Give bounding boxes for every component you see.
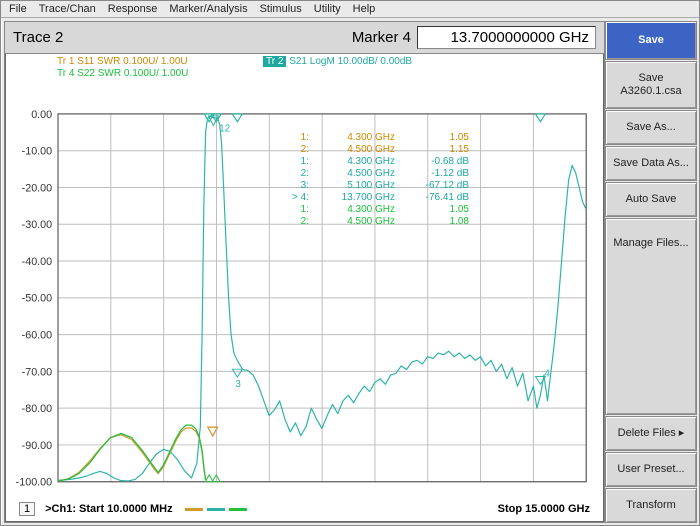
save-data-as-button[interactable]: Save Data As... <box>605 146 697 181</box>
menu-bar: File Trace/Chan Response Marker/Analysis Sti… <box>1 1 699 18</box>
svg-text:-10.00: -10.00 <box>22 146 53 158</box>
svg-text:12: 12 <box>219 124 230 135</box>
legend-tr2-badge: Tr 2 <box>263 56 286 67</box>
menu-stimulus[interactable]: Stimulus <box>260 3 302 15</box>
menu-file[interactable]: File <box>9 3 27 15</box>
legend-tr2: Tr 2 S21 LogM 10.00dB/ 0.00dB <box>263 56 412 68</box>
svg-text:0.00: 0.00 <box>31 109 52 121</box>
menu-trace-chan[interactable]: Trace/Chan <box>39 3 96 15</box>
legend-swatch <box>185 508 203 511</box>
menu-help[interactable]: Help <box>353 3 376 15</box>
svg-text:-90.00: -90.00 <box>22 440 53 452</box>
plot-panel: Trace 2 Marker 4 Tr 1 S11 SWR 0.100U/ 1.… <box>4 21 605 523</box>
legend-swatch <box>229 508 247 511</box>
marker-row: 2:4.500 GHz1.15 <box>285 144 469 156</box>
main-area: Trace 2 Marker 4 Tr 1 S11 SWR 0.100U/ 1.… <box>1 18 699 526</box>
save-as-button[interactable]: Save As... <box>605 110 697 145</box>
ch-stop-label: Stop 15.0000 GHz <box>498 503 590 515</box>
svg-text:-80.00: -80.00 <box>22 403 53 415</box>
svg-text:-30.00: -30.00 <box>22 219 53 231</box>
marker-row: 3:5.100 GHz-67.12 dB <box>285 180 469 192</box>
menu-marker-analysis[interactable]: Marker/Analysis <box>169 3 247 15</box>
delete-files-button[interactable]: Delete Files ▸ <box>605 416 697 451</box>
marker-row: 1:4.300 GHz1.05 <box>285 204 469 216</box>
marker-row: > 4:13.700 GHz-76.41 dB <box>285 192 469 204</box>
svg-text:-20.00: -20.00 <box>22 182 53 194</box>
save-button[interactable]: Save A3260.1.csa <box>605 61 697 109</box>
plot-area: Tr 1 S11 SWR 0.100U/ 1.00U Tr 2 S21 LogM… <box>5 54 604 522</box>
marker-row: 1:4.300 GHz1.05 <box>285 132 469 144</box>
menu-response[interactable]: Response <box>108 3 158 15</box>
marker-table: 1:4.300 GHz1.052:4.500 GHz1.151:4.300 GH… <box>285 132 469 228</box>
manage-files-button[interactable]: Manage Files... <box>605 218 697 415</box>
side-button-panel: SaveSave A3260.1.csaSave As...Save Data … <box>605 18 699 526</box>
marker-row: 2:4.500 GHz1.08 <box>285 216 469 228</box>
svg-text:-40.00: -40.00 <box>22 256 53 268</box>
legend-tr1: Tr 1 S11 SWR 0.100U/ 1.00U <box>57 56 257 68</box>
title-bar: Trace 2 Marker 4 <box>5 22 604 54</box>
svg-text:-50.00: -50.00 <box>22 293 53 305</box>
app-window: File Trace/Chan Response Marker/Analysis Sti… <box>0 0 700 526</box>
legend-swatches <box>183 503 249 515</box>
legend-tr4: Tr 4 S22 SWR 0.100U/ 1.00U <box>57 68 257 80</box>
svg-text:-100.00: -100.00 <box>16 477 52 489</box>
svg-text:-70.00: -70.00 <box>22 366 53 378</box>
transform-button[interactable]: Transform <box>605 488 697 523</box>
trace-title: Trace 2 <box>13 29 63 46</box>
user-preset-button[interactable]: User Preset... <box>605 452 697 487</box>
trace-legend-block: Tr 1 S11 SWR 0.100U/ 1.00U Tr 2 S21 LogM… <box>13 56 596 80</box>
marker-row: 1:4.300 GHz-0.68 dB <box>285 156 469 168</box>
marker-n-label: Marker 4 <box>352 29 411 46</box>
ch-index-badge: 1 <box>19 502 35 516</box>
menu-utility[interactable]: Utility <box>314 3 341 15</box>
legend-swatch <box>207 508 225 511</box>
channel-footer: 1 >Ch1: Start 10.0000 MHz Stop 15.0000 G… <box>13 500 596 518</box>
save-button[interactable]: Save <box>605 21 697 60</box>
marker-freq-input[interactable] <box>417 26 596 49</box>
ch-start-label: >Ch1: Start 10.0000 MHz <box>45 503 172 515</box>
auto-save-button[interactable]: Auto Save <box>605 182 697 217</box>
svg-text:4: 4 <box>544 369 550 380</box>
marker-row: 2:4.500 GHz-1.12 dB <box>285 168 469 180</box>
svg-text:3: 3 <box>235 379 240 390</box>
svg-text:-60.00: -60.00 <box>22 330 53 342</box>
